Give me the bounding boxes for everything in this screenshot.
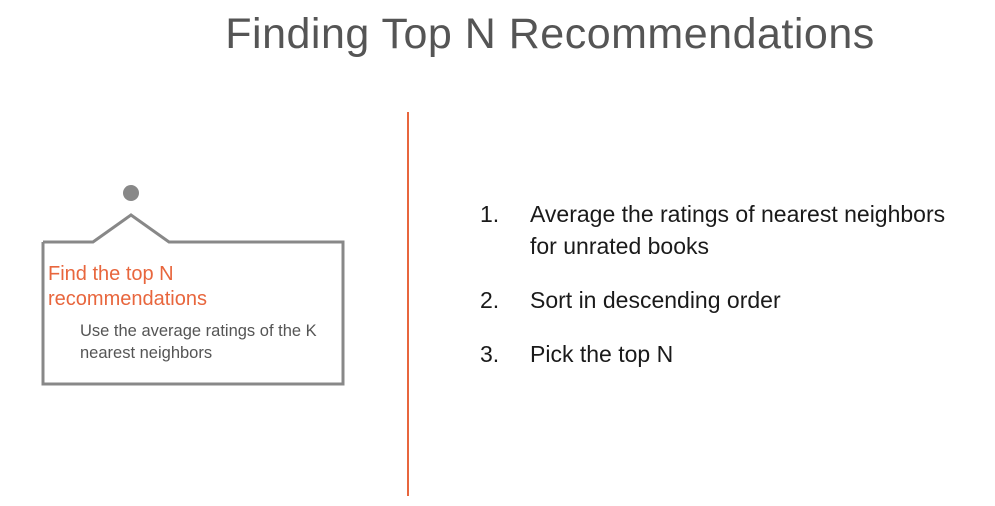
step-number: 3. (480, 341, 500, 367)
steps-list: 1. Average the ratings of nearest neighb… (478, 198, 958, 392)
step-item: 3. Pick the top N (478, 338, 958, 370)
vertical-divider (407, 112, 409, 496)
hanging-sign-frame (41, 185, 345, 386)
step-item: 2. Sort in descending order (478, 284, 958, 316)
step-number: 1. (480, 201, 500, 227)
sign-body: Use the average ratings of the K nearest… (80, 322, 317, 362)
sign-border (41, 213, 345, 386)
step-number: 2. (480, 287, 500, 313)
slide-title: Finding Top N Recommendations (225, 10, 875, 58)
step-text: Average the ratings of nearest neighbors… (530, 201, 946, 259)
step-text: Pick the top N (530, 341, 674, 367)
step-text: Sort in descending order (530, 287, 781, 313)
pin-icon (123, 185, 139, 201)
step-item: 1. Average the ratings of nearest neighb… (478, 198, 958, 262)
hanging-sign: Find the top N recommendations Use the a… (38, 180, 348, 390)
sign-heading: Find the top N recommendations (48, 263, 207, 310)
